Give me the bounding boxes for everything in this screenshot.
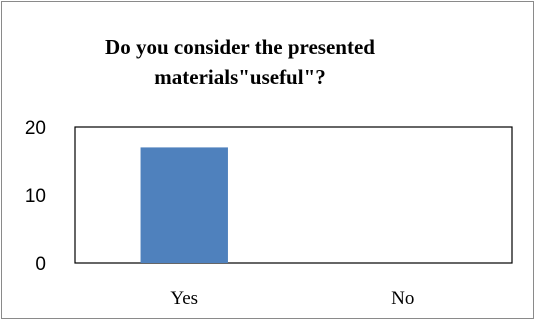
chart-title-line-2: materials"useful"? <box>154 65 326 89</box>
y-axis-ticks: 0 10 20 <box>25 118 46 275</box>
bar-yes <box>140 147 228 263</box>
chart-title: Do you consider the presented materials"… <box>40 32 440 92</box>
x-tick-label-no: No <box>391 288 414 309</box>
y-tick-label: 0 <box>35 254 46 275</box>
plot-area <box>74 126 513 264</box>
x-axis-ticks: Yes No <box>170 288 414 309</box>
y-tick-label: 10 <box>25 186 46 207</box>
x-tick-label-yes: Yes <box>170 288 198 309</box>
bars <box>140 147 228 263</box>
y-tick-label: 20 <box>25 118 46 139</box>
chart-title-line-1: Do you consider the presented <box>105 35 375 59</box>
